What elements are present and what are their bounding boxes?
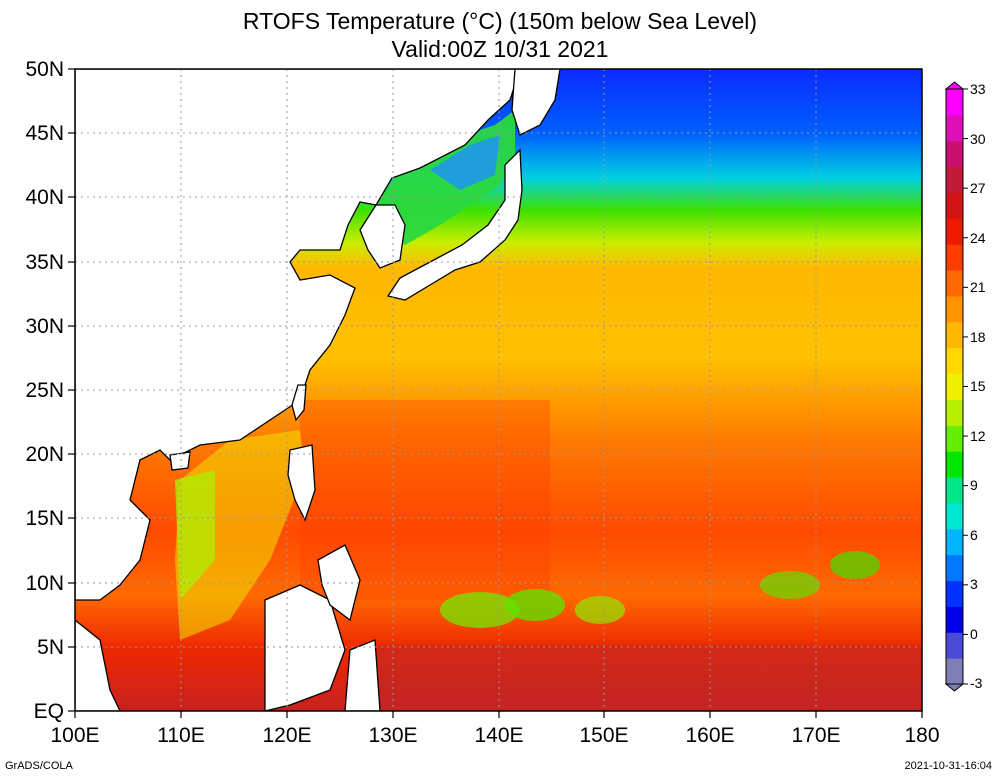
lon-tick-label: 160E [685, 724, 734, 747]
colorbar-segment [946, 580, 963, 607]
lon-tick-label: 180 [904, 724, 939, 747]
lat-tick-label: 35N [25, 251, 64, 274]
generation-timestamp: 2021-10-31-16:04 [904, 760, 992, 772]
land-coastlines [75, 69, 561, 711]
colorbar-segment [946, 658, 963, 685]
lat-tick-label: 25N [25, 379, 64, 402]
colorbar-segment [946, 451, 963, 478]
lat-tick-label: EQ [34, 700, 64, 723]
colorbar-segment [946, 502, 963, 530]
lon-tick-label: 140E [474, 724, 523, 747]
colorbar-label: 27 [970, 180, 986, 196]
colorbar-segment [946, 373, 963, 400]
colorbar-segment [946, 477, 963, 504]
colorbar-segment [946, 295, 963, 323]
lat-tick-label: 40N [25, 186, 64, 209]
colorbar-segment [946, 270, 963, 297]
colorbar-segment [946, 321, 963, 349]
colorbar-label: 3 [970, 576, 978, 592]
map-title: RTOFS Temperature (°C) (150m below Sea L… [242, 8, 758, 34]
lon-tick-label: 170E [791, 724, 840, 747]
colorbar-min-arrow [944, 683, 965, 692]
colorbar-label: 18 [970, 329, 986, 345]
lon-tick-label: 130E [368, 724, 417, 747]
colorbar-label: 24 [970, 230, 986, 246]
lat-tick-label: 30N [25, 315, 64, 338]
colorbar-segment [946, 244, 963, 271]
colorbar-label: 21 [970, 279, 986, 295]
lon-tick-label: 120E [262, 724, 311, 747]
colorbar-segment [946, 528, 963, 556]
lon-tick-label: 110E [157, 724, 205, 747]
colorbar-segment [946, 606, 963, 633]
colorbar-segment [946, 166, 963, 193]
colorbar-label: 30 [970, 131, 986, 147]
lat-tick-label: 20N [25, 443, 64, 466]
colorbar-label: 9 [970, 477, 978, 493]
colorbar-segment [946, 140, 963, 168]
colorbar-label: 6 [970, 527, 978, 543]
colorbar-segment [946, 554, 963, 582]
software-credit: GrADS/COLA [5, 760, 73, 772]
colorbar-segment [946, 347, 963, 375]
lon-tick-label: 150E [579, 724, 628, 747]
lat-tick-label: 15N [25, 507, 64, 530]
colorbar [944, 81, 968, 692]
colorbar-label: 33 [970, 81, 986, 97]
colorbar-segment [946, 192, 963, 219]
colorbar-label: -3 [970, 675, 983, 691]
lon-tick-label: 100E [50, 724, 99, 747]
colorbar-segment [946, 89, 963, 116]
lat-tick-label: 10N [25, 572, 64, 595]
lat-tick-label: 5N [37, 636, 64, 659]
lat-tick-label: 45N [25, 122, 64, 145]
colorbar-label: 12 [970, 428, 986, 444]
colorbar-segment [946, 425, 963, 452]
lat-tick-label: 50N [25, 58, 64, 81]
colorbar-segment [946, 632, 963, 659]
colorbar-max-arrow [944, 81, 965, 90]
colorbar-segment [946, 399, 963, 426]
colorbar-label: 0 [970, 626, 978, 642]
colorbar-segment [946, 218, 963, 245]
map-valid-time: Valid:00Z 10/31 2021 [391, 36, 609, 62]
graticule [75, 69, 922, 711]
axis-ticks [68, 68, 923, 718]
colorbar-label: 15 [970, 378, 986, 394]
colorbar-segment [946, 114, 963, 142]
